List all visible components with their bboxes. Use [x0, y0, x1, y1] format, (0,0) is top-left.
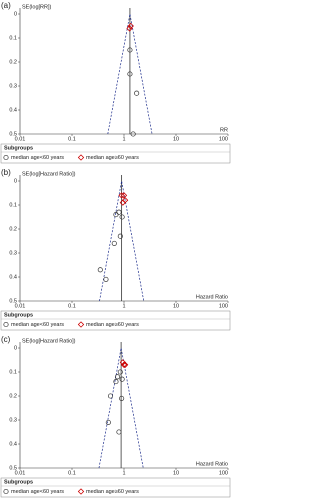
legend-title: Subgroups [4, 312, 33, 318]
funnel-line [99, 180, 145, 302]
page: {"chart_data": [ {"type": "scatter", "la… [0, 1, 231, 498]
x-tick-label: 10 [173, 136, 179, 142]
x-axis-label: Hazard Ratio [196, 294, 228, 300]
circle-point [105, 419, 111, 425]
legend-label: median age≥60 years [86, 489, 139, 495]
legend-marker [77, 321, 85, 328]
y-tick-label: 0.4 [9, 107, 17, 113]
circle-point [113, 379, 119, 385]
circle-point [130, 131, 136, 137]
y-tick-label: 0.2 [9, 393, 17, 399]
circle-point [119, 395, 125, 401]
legend-marker [3, 488, 9, 495]
circle-point [127, 47, 133, 53]
legend-title: Subgroups [4, 479, 33, 485]
x-axis-label: RR [220, 127, 228, 133]
y-tick-label: 0.4 [9, 274, 17, 280]
y-tick-label: 0 [14, 178, 17, 184]
y-tick-label: 0.2 [9, 226, 17, 232]
x-tick-label: 100 [219, 303, 228, 309]
y-tick-label: 0.4 [9, 441, 17, 447]
circle-point [119, 376, 125, 382]
panel-label: (a) [1, 1, 11, 10]
y-tick-label: 0.3 [9, 250, 17, 256]
legend-label: median age≥60 years [86, 322, 139, 328]
circle-point [107, 393, 114, 399]
circle-point [114, 374, 121, 380]
legend-marker [77, 154, 85, 161]
x-tick-label: 0.01 [15, 136, 26, 142]
legend-title: Subgroups [4, 145, 33, 151]
y-tick-label: 0.3 [9, 417, 17, 423]
x-tick-label: 0.1 [68, 303, 76, 309]
x-tick-label: 1 [122, 303, 125, 309]
legend-label: median age<60 years [11, 489, 64, 495]
x-tick-label: 1 [122, 470, 125, 476]
panel-label: (c) [1, 335, 11, 344]
y-axis-label: SE(log[RR]) [22, 4, 52, 10]
legend-label: median age≥60 years [86, 155, 139, 161]
diamond-point [121, 361, 129, 368]
diamond-point [127, 22, 134, 30]
diamond-point [120, 192, 128, 199]
legend-label: median age<60 years [11, 155, 64, 161]
legend-marker [3, 321, 9, 328]
y-tick-label: 0.1 [9, 369, 17, 375]
circle-point [127, 71, 133, 77]
x-tick-label: 100 [219, 136, 228, 142]
circle-point [97, 267, 103, 273]
circle-point [134, 90, 140, 96]
funnel-line [107, 13, 153, 135]
y-axis-label: SE(log[Hazard Ratio]) [22, 171, 76, 177]
y-tick-label: 0.5 [9, 465, 17, 471]
x-axis-label: Hazard Ratio [196, 461, 228, 467]
diamond-point [118, 192, 125, 199]
y-tick-label: 0.1 [9, 202, 17, 208]
y-tick-label: 0.1 [9, 35, 17, 41]
diamond-point [119, 199, 127, 206]
y-tick-label: 0.2 [9, 59, 17, 65]
circle-point [119, 214, 125, 220]
y-tick-label: 0 [14, 11, 17, 17]
x-tick-label: 0.01 [15, 470, 26, 476]
legend-box [0, 310, 231, 331]
x-tick-label: 100 [219, 470, 228, 476]
x-tick-label: 0.1 [68, 136, 76, 142]
circle-point [116, 209, 122, 215]
y-axis-label: SE(log[Hazard Ratio]) [22, 338, 76, 344]
x-tick-label: 0.01 [15, 303, 26, 309]
circle-point [111, 240, 117, 246]
legend-marker [3, 154, 9, 161]
y-tick-label: 0.5 [9, 131, 17, 137]
legend-marker [77, 488, 85, 495]
diamond-point [120, 361, 128, 368]
y-tick-label: 0 [14, 345, 17, 351]
diamond-point [126, 25, 133, 32]
x-tick-label: 1 [122, 136, 125, 142]
circle-point [103, 276, 109, 282]
y-tick-label: 0.5 [9, 298, 17, 304]
circle-point [116, 429, 122, 435]
legend-label: median age<60 years [11, 322, 64, 328]
legend-box [0, 143, 231, 164]
funnel-line [98, 347, 144, 469]
x-tick-label: 10 [173, 470, 179, 476]
panel-label: (b) [1, 168, 11, 177]
y-tick-label: 0.3 [9, 83, 17, 89]
legend-box [0, 477, 231, 498]
circle-point [117, 369, 123, 375]
circle-point [113, 212, 119, 218]
x-tick-label: 10 [173, 303, 179, 309]
x-tick-label: 0.1 [68, 470, 76, 476]
circle-point [117, 233, 123, 239]
